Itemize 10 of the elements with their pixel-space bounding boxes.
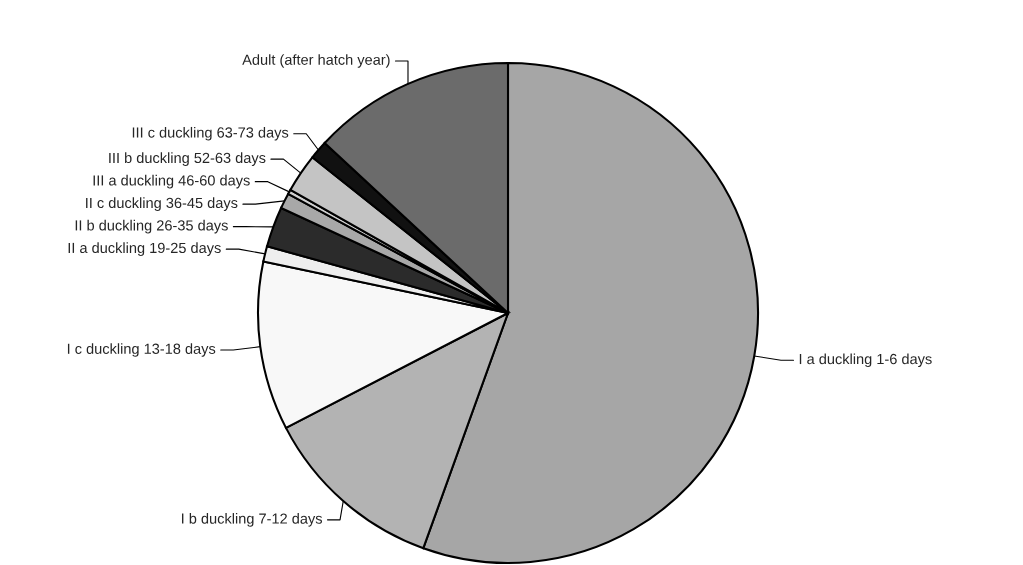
slice-label: I a duckling 1-6 days: [799, 353, 932, 368]
slice-label: III c duckling 63-73 days: [132, 126, 289, 141]
slice-label: III b duckling 52-63 days: [109, 152, 266, 166]
slice-label: II a duckling 19-25 days: [68, 242, 221, 256]
slice-label: II c duckling 36-45 days: [86, 197, 238, 211]
slice-label: III a duckling 46-60 days: [93, 174, 250, 189]
slice-label: II b duckling 26-35 days: [75, 219, 228, 234]
slice-label: I b duckling 7-12 days: [182, 513, 323, 527]
slice-label: I c duckling 13-18 days: [67, 343, 216, 357]
slice-label: Adult (after hatch year): [242, 54, 390, 68]
